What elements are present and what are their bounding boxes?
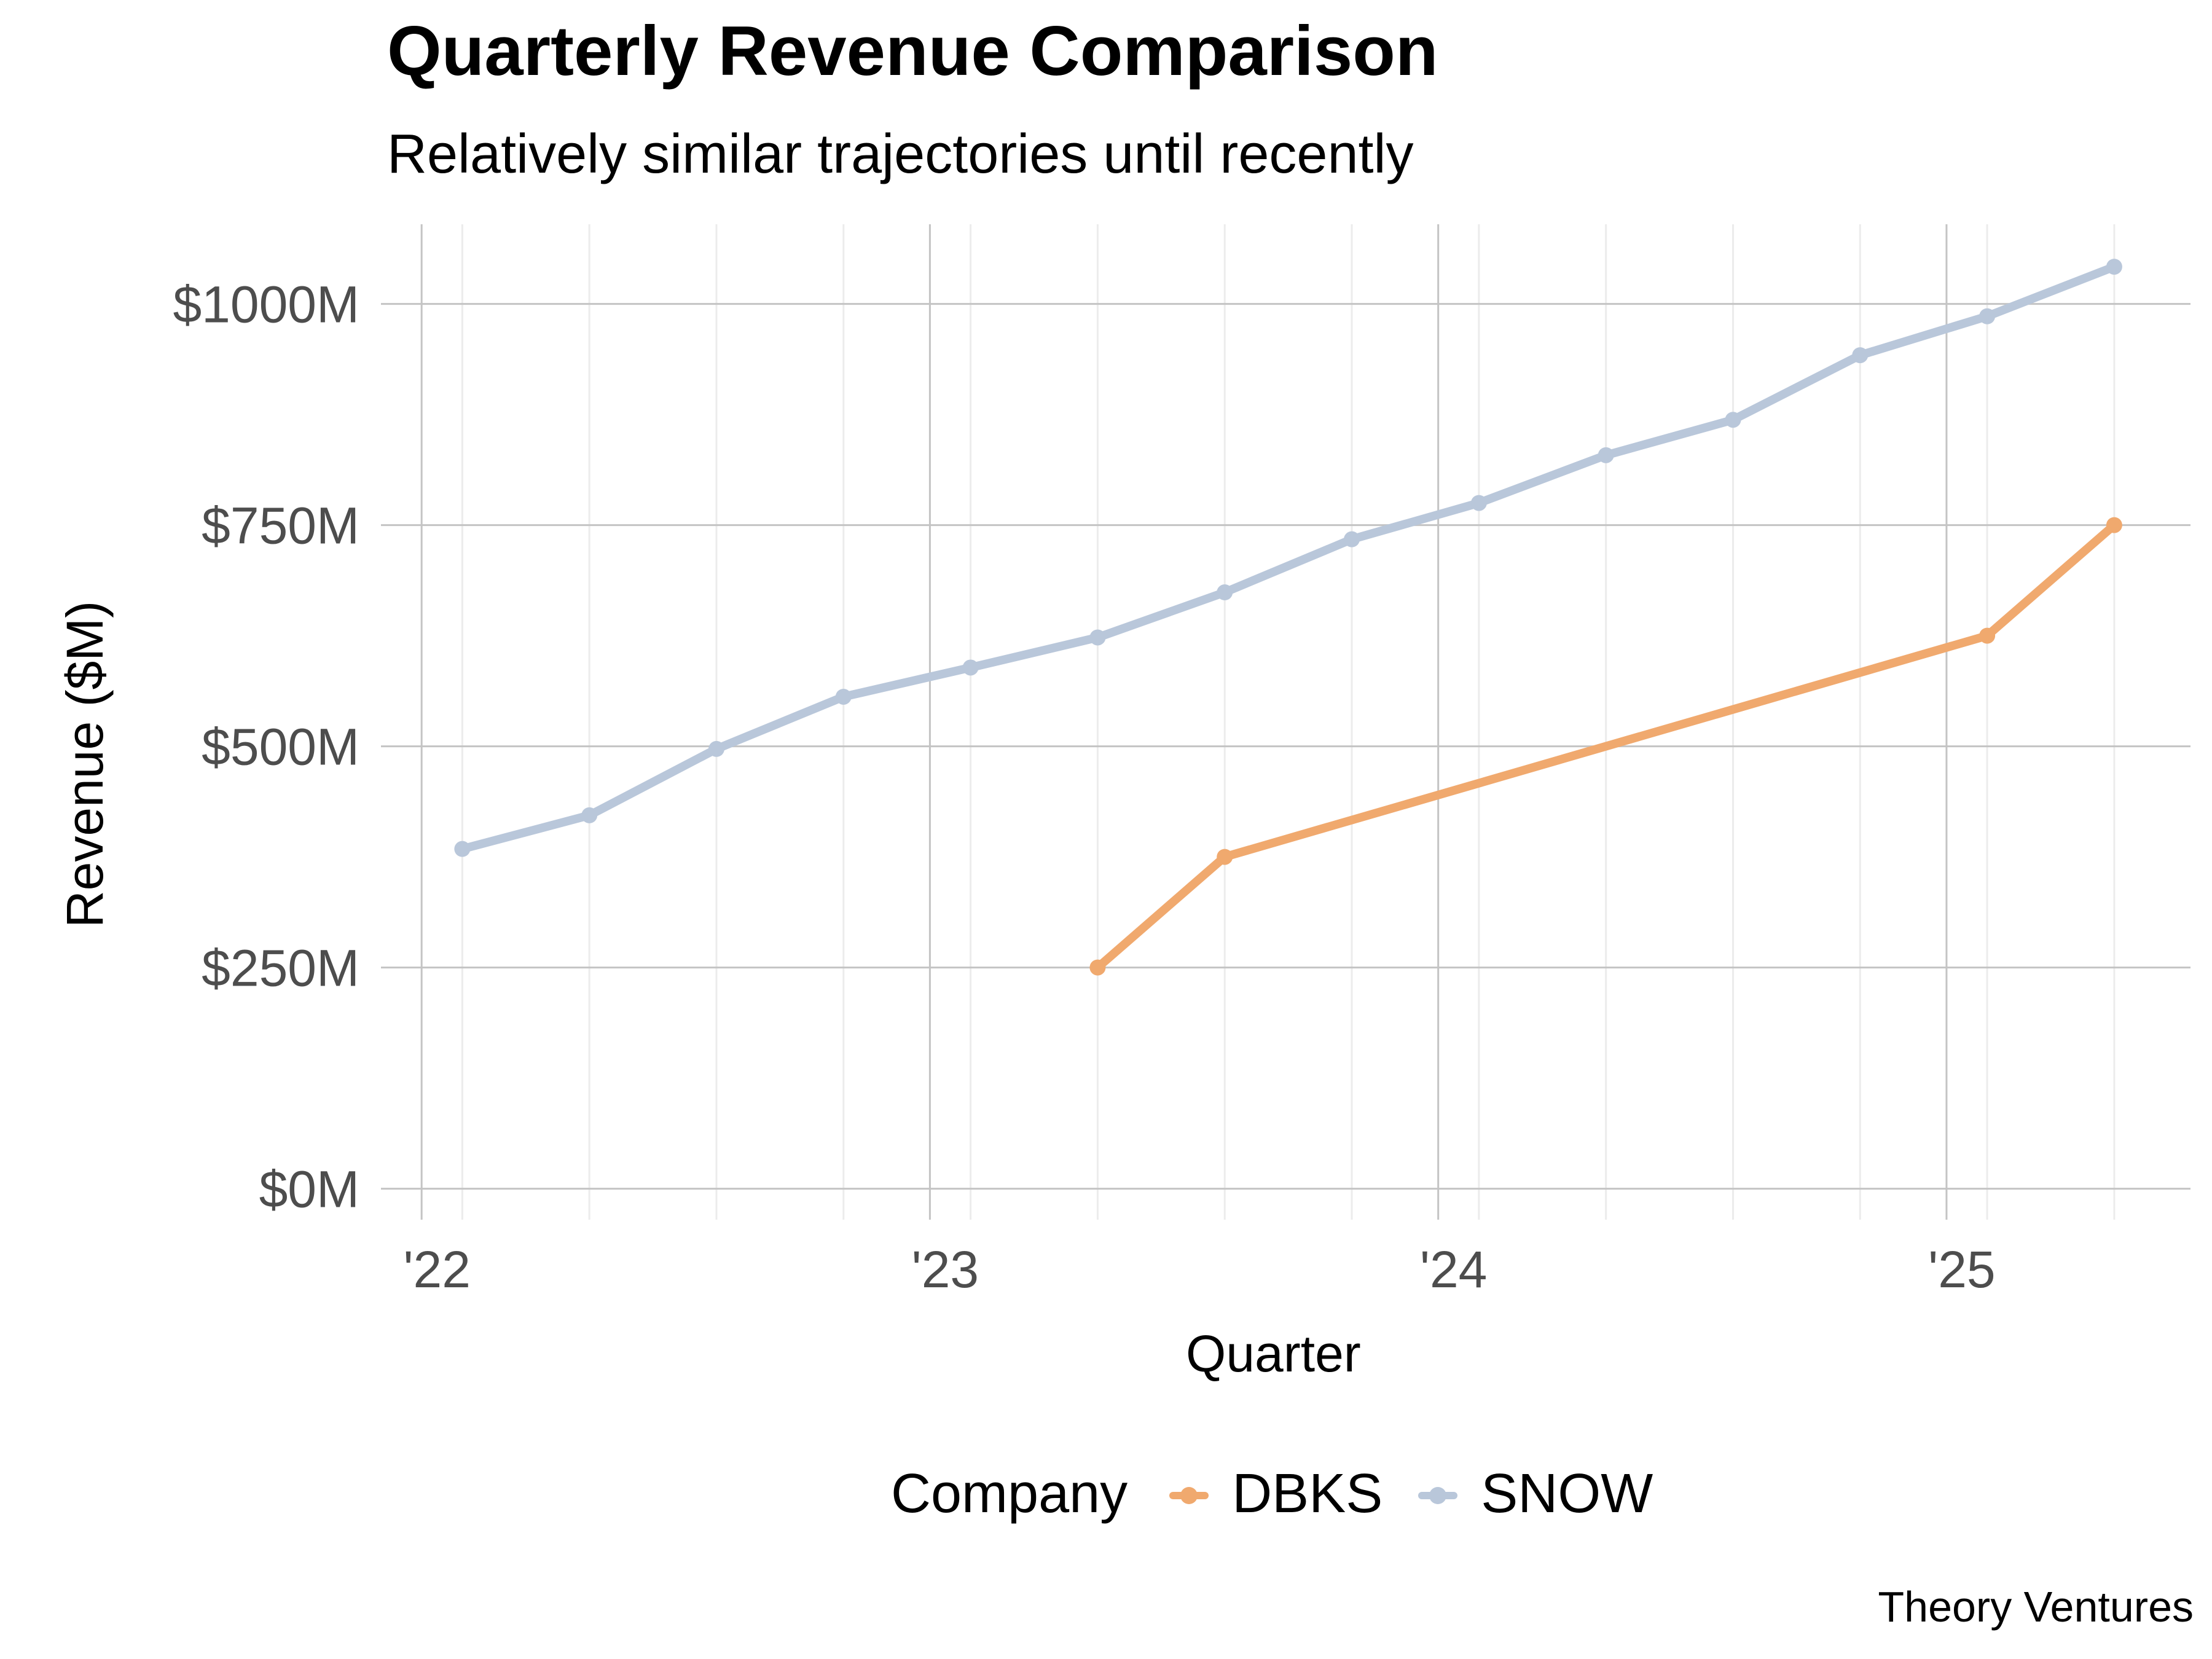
- data-point-snow[interactable]: [1598, 447, 1614, 463]
- x-axis-title: Quarter: [1186, 1325, 1361, 1382]
- legend-title: Company: [891, 1463, 1128, 1524]
- x-tick-label: '25: [1928, 1241, 1995, 1298]
- data-point-dbks[interactable]: [2106, 517, 2122, 533]
- data-point-snow[interactable]: [454, 841, 471, 857]
- y-tick-label: $750M: [202, 497, 359, 555]
- data-point-snow[interactable]: [1344, 531, 1360, 547]
- credit-text: Theory Ventures: [1878, 1583, 2194, 1631]
- major-gridlines: [381, 224, 2190, 1220]
- series-layer: [454, 259, 2122, 976]
- legend-item-dbks[interactable]: DBKS: [1164, 1462, 1382, 1526]
- legend-key-dbks: [1164, 1476, 1214, 1513]
- data-point-snow[interactable]: [1217, 584, 1233, 601]
- x-tick-label: '24: [1420, 1241, 1487, 1298]
- legend: Company DBKS SNOW: [891, 1462, 1684, 1526]
- data-point-snow[interactable]: [2106, 259, 2122, 275]
- y-tick-label: $1000M: [173, 276, 359, 334]
- y-tick-label: $500M: [202, 718, 359, 776]
- chart-subtitle: Relatively similar trajectories until re…: [387, 124, 1414, 185]
- y-axis-title: Revenue ($M): [56, 600, 114, 928]
- data-point-snow[interactable]: [1089, 629, 1106, 646]
- data-point-dbks[interactable]: [1979, 627, 1996, 644]
- data-point-snow[interactable]: [708, 740, 724, 757]
- data-point-snow[interactable]: [1852, 347, 1869, 364]
- axis-tick-labels: '22 '23 '24 '25 $0M $250M $500M $750M $1000M: [173, 276, 1995, 1298]
- legend-label-dbks: DBKS: [1232, 1463, 1383, 1524]
- data-point-snow[interactable]: [1725, 412, 1741, 428]
- y-tick-label: $250M: [202, 939, 359, 997]
- chart-title: Quarterly Revenue Comparison: [387, 12, 1438, 90]
- data-point-dbks[interactable]: [1217, 849, 1233, 865]
- data-point-snow[interactable]: [835, 688, 852, 705]
- data-point-snow[interactable]: [962, 659, 979, 676]
- series-line-dbks: [1093, 520, 2119, 972]
- legend-label-snow: SNOW: [1481, 1463, 1653, 1524]
- y-tick-label: $0M: [259, 1161, 359, 1218]
- legend-item-snow[interactable]: SNOW: [1413, 1462, 1653, 1526]
- series-line-snow: [458, 262, 2119, 853]
- data-point-snow[interactable]: [1979, 308, 1996, 324]
- x-tick-label: '23: [912, 1241, 979, 1298]
- minor-gridlines: [461, 224, 2116, 1220]
- x-tick-label: '22: [403, 1241, 470, 1298]
- data-point-snow[interactable]: [581, 807, 598, 823]
- data-point-dbks[interactable]: [1089, 959, 1106, 976]
- data-point-snow[interactable]: [1470, 495, 1487, 511]
- legend-key-snow: [1413, 1476, 1462, 1513]
